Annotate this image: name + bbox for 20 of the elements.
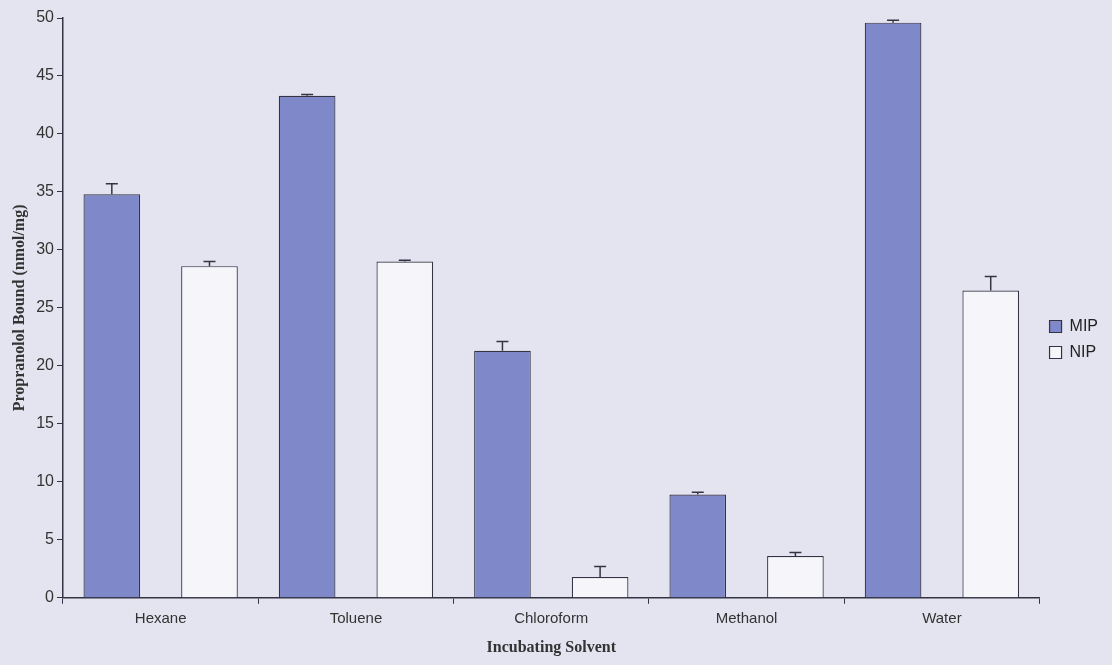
y-tick-label: 10 <box>36 472 55 490</box>
y-tick-label: 0 <box>45 588 55 606</box>
legend-label: MIP <box>1069 316 1099 334</box>
y-tick-label: 20 <box>36 356 55 374</box>
y-tick-label: 25 <box>36 298 55 316</box>
y-tick-label: 15 <box>36 414 55 432</box>
x-tick-label: Methanol <box>715 608 778 626</box>
y-tick-label: 35 <box>36 182 55 200</box>
x-tick-label: Hexane <box>134 608 187 626</box>
y-tick-label: 45 <box>36 66 55 84</box>
x-axis-title: Incubating Solvent <box>486 637 617 656</box>
x-tick-label: Chloroform <box>514 608 589 626</box>
y-axis-title: Propranolol Bound (nmol/mg) <box>9 204 28 412</box>
legend-label: NIP <box>1069 342 1097 360</box>
y-tick-label: 40 <box>36 124 55 142</box>
x-tick-label: Water <box>922 608 962 626</box>
y-tick-label: 50 <box>36 8 55 26</box>
y-tick-label: 5 <box>45 530 55 548</box>
y-tick-label: 30 <box>36 240 55 258</box>
x-tick-label: Toluene <box>329 608 383 626</box>
